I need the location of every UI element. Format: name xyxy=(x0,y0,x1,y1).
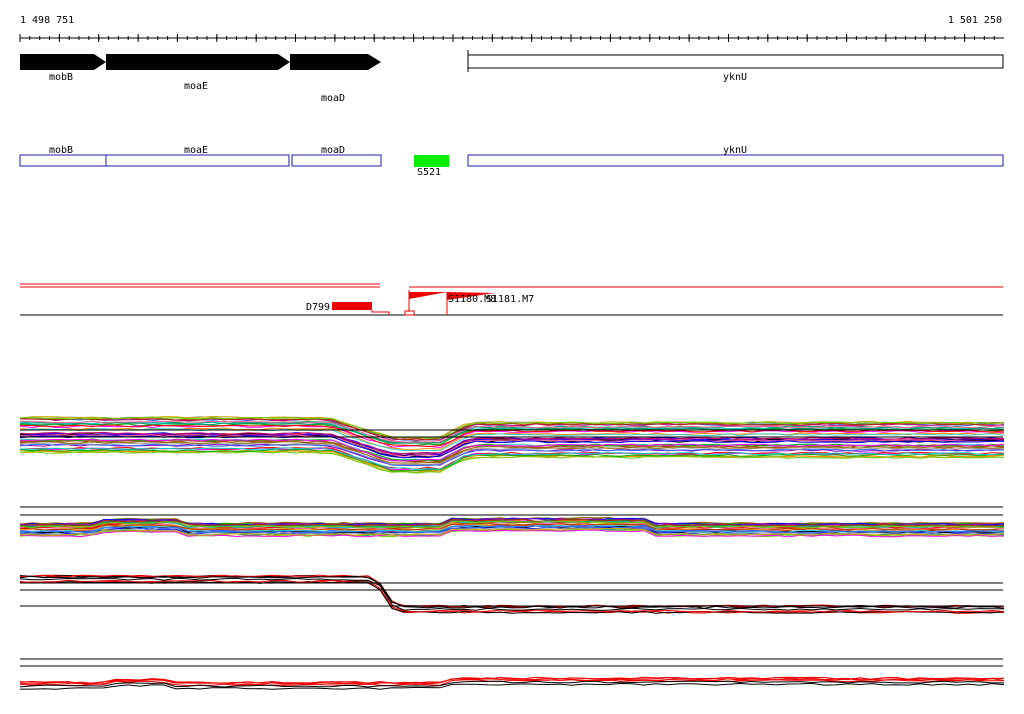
expression-profile-line xyxy=(19,529,1005,538)
expression-profile-line xyxy=(19,678,1005,686)
expression-profile-line xyxy=(19,448,1005,472)
expression-profile-line xyxy=(19,575,1005,609)
ruler-end-label: 1 501 250 xyxy=(948,15,1002,26)
tu-box-mobB[interactable] xyxy=(19,154,107,167)
expression-profile-line xyxy=(19,518,1005,527)
expression-profile-track-2 xyxy=(19,506,1005,538)
feature-track: D799 S1180.M8 S1181.M7 xyxy=(20,283,1003,316)
ruler-start-label: 1 498 751 xyxy=(20,15,74,26)
expression-profile-line xyxy=(19,450,1004,474)
expression-profile-line xyxy=(19,679,1005,687)
expression-profile-track-3 xyxy=(19,574,1005,614)
feature-label-S1181: S1181.M7 xyxy=(486,294,534,305)
expression-profile-line xyxy=(19,520,1005,529)
expression-profile-line xyxy=(19,418,1005,441)
ruler-ticks xyxy=(19,34,995,42)
gene-box-yknU[interactable] xyxy=(467,54,1004,69)
gene-label-moaD: moaD xyxy=(321,93,345,104)
tu-box-moaD[interactable] xyxy=(291,154,382,167)
expression-profile-line xyxy=(19,577,1005,611)
expression-profile-line xyxy=(19,431,1005,455)
gene-arrow-moaD[interactable] xyxy=(290,54,381,70)
tu-label-yknU: yknU xyxy=(723,145,747,156)
site-label-S521: S521 xyxy=(417,167,441,178)
expression-profile-line xyxy=(19,443,1005,467)
feature-triangle-S1180[interactable] xyxy=(409,292,447,299)
expression-profile-line xyxy=(19,580,1005,614)
transcription-unit-track: mobB moaE moaD yknU S521 xyxy=(19,145,1004,178)
expression-profile-line xyxy=(19,447,1005,471)
expression-profile-track-1 xyxy=(19,415,1005,474)
expression-profile-line xyxy=(19,522,1005,531)
expression-profile-track-4 xyxy=(19,658,1005,690)
gene-label-yknU: yknU xyxy=(723,72,747,83)
expression-profile-line xyxy=(19,417,1005,441)
expression-profile-line xyxy=(19,676,1005,684)
feature-label-S1180: S1180.M8 xyxy=(448,294,496,305)
gene-label-mobB: mobB xyxy=(49,72,73,83)
tu-label-moaD: moaD xyxy=(321,145,345,156)
expression-profile-line xyxy=(19,427,1005,450)
feature-triangle-S1181[interactable] xyxy=(447,292,495,300)
tu-label-moaE: moaE xyxy=(184,145,208,156)
gene-track: mobB moaE moaD yknU xyxy=(20,50,1004,104)
expression-profile-line xyxy=(19,423,1005,446)
feature-label-D799: D799 xyxy=(306,302,330,313)
expression-profile-line xyxy=(19,422,1005,444)
expression-profile-line xyxy=(19,529,1004,538)
expression-profile-line xyxy=(19,434,1005,458)
expression-profile-line xyxy=(19,420,1005,443)
expression-profile-line xyxy=(19,528,1005,536)
coordinate-ruler: 1 498 751 1 501 250 xyxy=(19,15,1004,42)
site-box-S521[interactable] xyxy=(414,155,449,167)
expression-profile-line xyxy=(20,682,1005,690)
tu-box-moaE[interactable] xyxy=(105,154,290,167)
expression-profile-line xyxy=(20,438,1005,462)
feature-box-D799[interactable] xyxy=(332,302,372,310)
gene-arrow-mobB[interactable] xyxy=(20,54,106,70)
expression-profile-line xyxy=(19,440,1005,464)
expression-profile-line xyxy=(19,525,1005,534)
expression-profile-line xyxy=(19,416,1005,439)
expression-profile-line xyxy=(19,428,1005,452)
expression-profile-line xyxy=(19,425,1005,449)
gene-arrow-moaE[interactable] xyxy=(106,54,290,70)
expression-profile-line xyxy=(19,575,1005,609)
tu-label-mobB: mobB xyxy=(49,145,73,156)
tu-box-yknU[interactable] xyxy=(467,154,1004,167)
expression-profile-line xyxy=(19,680,1004,688)
gene-label-moaE: moaE xyxy=(184,81,208,92)
